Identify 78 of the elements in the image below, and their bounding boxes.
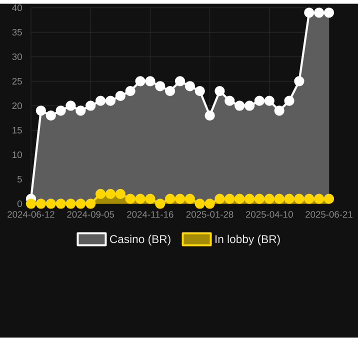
point xyxy=(145,76,156,86)
y-tick-label: 0 xyxy=(17,200,22,208)
point xyxy=(95,96,106,106)
point xyxy=(155,198,166,209)
point xyxy=(145,194,156,204)
point xyxy=(46,110,56,121)
point xyxy=(234,194,245,204)
point xyxy=(76,106,86,116)
point xyxy=(294,76,304,86)
point xyxy=(174,76,186,86)
point xyxy=(304,194,314,204)
point xyxy=(224,96,235,106)
point xyxy=(244,100,255,111)
point xyxy=(324,194,334,204)
point xyxy=(86,100,96,111)
x-tick-label: 2025-04-10 xyxy=(246,211,293,218)
y-tick-label: 30 xyxy=(12,54,22,60)
point xyxy=(204,198,215,209)
point xyxy=(66,100,76,111)
point xyxy=(294,194,304,204)
y-tick-label: 20 xyxy=(12,102,22,110)
point xyxy=(115,188,126,200)
point xyxy=(105,188,116,200)
point xyxy=(214,194,225,204)
point xyxy=(234,100,245,111)
point xyxy=(135,76,146,86)
point xyxy=(135,194,146,204)
point xyxy=(125,194,136,204)
point xyxy=(314,8,324,18)
point xyxy=(244,194,255,204)
x-tick-label: 2025-01-28 xyxy=(186,211,234,218)
y-tick-label: 35 xyxy=(12,29,22,36)
point xyxy=(314,194,324,204)
legend-label: In lobby (BR) xyxy=(216,234,280,246)
point xyxy=(284,96,294,106)
y-tick-label: 10 xyxy=(12,152,22,158)
point xyxy=(95,188,106,200)
point xyxy=(86,198,96,209)
point xyxy=(224,194,235,204)
point xyxy=(204,110,215,121)
point xyxy=(36,106,46,116)
y-tick-label: 40 xyxy=(12,4,22,12)
point xyxy=(264,96,274,106)
point xyxy=(164,86,176,96)
point xyxy=(115,90,126,102)
point xyxy=(174,194,186,204)
point xyxy=(274,194,284,204)
point xyxy=(105,96,116,106)
point xyxy=(284,194,294,204)
point xyxy=(274,106,284,116)
point xyxy=(125,86,136,96)
x-tick-label: 2024-06-12 xyxy=(8,211,54,218)
x-tick-label: 2024-11-16 xyxy=(127,211,174,218)
point xyxy=(304,8,314,18)
legend-label: Casino (BR) xyxy=(110,234,170,246)
point xyxy=(56,198,66,209)
point xyxy=(254,194,265,204)
point xyxy=(254,96,265,106)
x-tick-label: 2025-06-21 xyxy=(306,211,352,218)
point xyxy=(184,81,195,92)
y-tick-label: 5 xyxy=(17,176,22,183)
x-tick-label: 2024-09-05 xyxy=(67,211,114,218)
point xyxy=(155,81,166,92)
point xyxy=(194,198,205,209)
y-tick-label: 25 xyxy=(12,78,22,85)
point xyxy=(194,86,205,96)
point xyxy=(76,198,86,209)
point xyxy=(26,198,36,209)
point xyxy=(56,106,66,116)
point xyxy=(214,86,225,96)
point xyxy=(46,198,56,209)
point xyxy=(324,8,334,18)
point xyxy=(66,198,76,209)
point xyxy=(36,198,46,209)
point xyxy=(264,194,274,204)
point xyxy=(184,194,195,204)
y-tick-label: 15 xyxy=(12,127,22,134)
point xyxy=(164,194,176,204)
